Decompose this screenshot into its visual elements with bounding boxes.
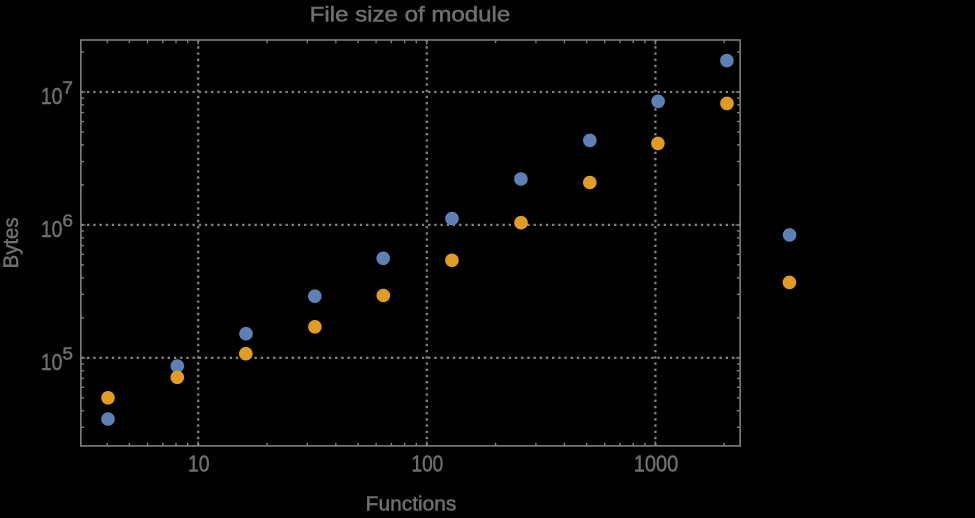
svg-text:7: 7 [62, 78, 73, 98]
svg-text:10: 10 [41, 216, 63, 242]
svg-text:Bytes: Bytes [0, 217, 23, 268]
svg-text:5: 5 [62, 343, 73, 363]
svg-text:File size of module: File size of module [310, 4, 511, 27]
svg-text:10: 10 [41, 83, 63, 109]
svg-text:Functions: Functions [366, 493, 457, 514]
svg-text:6: 6 [62, 210, 73, 230]
svg-text:10: 10 [188, 450, 210, 476]
svg-text:100: 100 [412, 450, 444, 476]
svg-text:10: 10 [41, 349, 63, 375]
svg-text:1000: 1000 [634, 450, 679, 476]
